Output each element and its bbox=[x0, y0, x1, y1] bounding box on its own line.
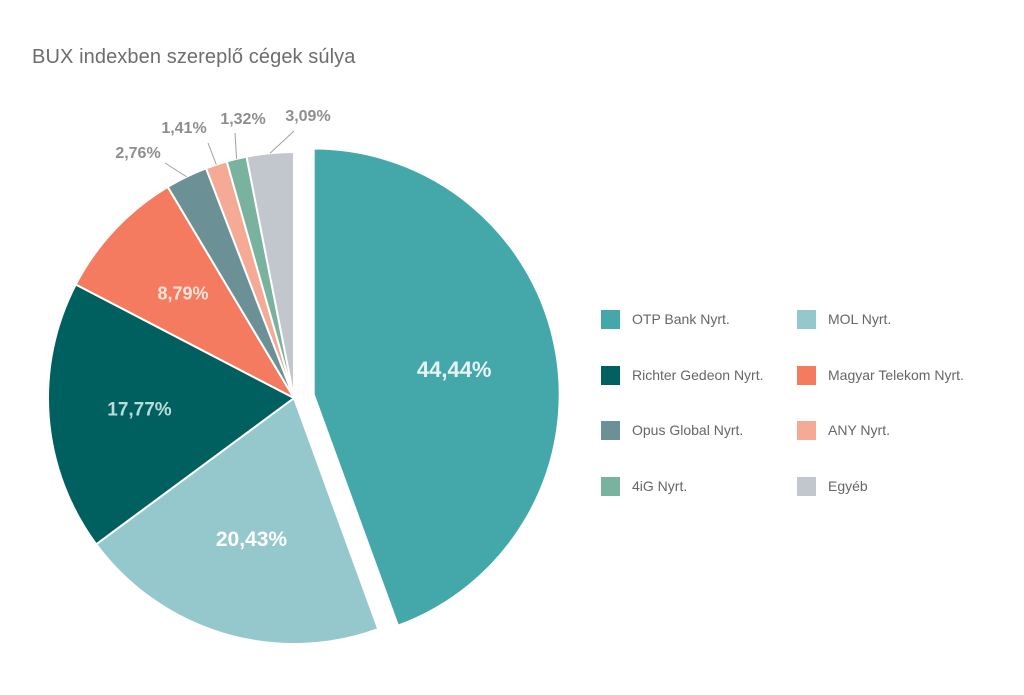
legend-item-4ig-nyrt: 4iG Nyrt. bbox=[601, 476, 687, 496]
leader-lines bbox=[164, 130, 295, 178]
pie-slice-mol-nyrt bbox=[95, 397, 380, 645]
legend-swatch bbox=[797, 420, 816, 440]
data-label-mol-nyrt: 20,43% bbox=[216, 528, 288, 551]
data-label-egyeb: 3,09% bbox=[285, 108, 330, 125]
chart-title: BUX indexben szereplő cégek súlya bbox=[32, 46, 356, 68]
pie-slice-egyeb bbox=[245, 151, 295, 399]
legend: OTP Bank Nyrt. MOL Nyrt. Richter Gedeon Ny… bbox=[601, 309, 1001, 509]
legend-swatch bbox=[601, 420, 620, 440]
legend-label: ANY Nyrt. bbox=[828, 422, 890, 438]
leader-line-any-nyrt bbox=[207, 142, 217, 165]
data-label-richter-gedeon-nyrt: 17,77% bbox=[107, 400, 172, 421]
leader-line-egyeb bbox=[269, 130, 295, 154]
pie-slices bbox=[47, 147, 561, 645]
legend-label: Richter Gedeon Nyrt. bbox=[632, 367, 764, 383]
data-label-any-nyrt: 1,41% bbox=[161, 120, 206, 137]
legend-label: Magyar Telekom Nyrt. bbox=[828, 367, 964, 383]
legend-label: MOL Nyrt. bbox=[828, 311, 892, 327]
pie-slice-magyar-telekom-nyrt bbox=[74, 185, 295, 399]
legend-swatch bbox=[601, 365, 620, 385]
legend-item-richter-gedeon-nyrt: Richter Gedeon Nyrt. bbox=[601, 365, 764, 385]
pie-slice-otp-bank-nyrt bbox=[312, 147, 561, 627]
legend-swatch bbox=[601, 309, 620, 329]
legend-item-egyeb: Egyéb bbox=[797, 476, 868, 496]
leader-line-4ig-nyrt bbox=[234, 132, 238, 159]
legend-item-any-nyrt: ANY Nyrt. bbox=[797, 420, 890, 440]
legend-label: Opus Global Nyrt. bbox=[632, 422, 744, 438]
legend-item-magyar-telekom-nyrt: Magyar Telekom Nyrt. bbox=[797, 365, 964, 385]
legend-swatch bbox=[601, 476, 620, 496]
data-label-magyar-telekom-nyrt: 8,79% bbox=[157, 283, 208, 303]
pie-slice-richter-gedeon-nyrt bbox=[47, 283, 295, 546]
legend-swatch bbox=[797, 476, 816, 496]
legend-item-opus-global-nyrt: Opus Global Nyrt. bbox=[601, 420, 743, 440]
data-label-otp-bank-nyrt: 44,44% bbox=[417, 357, 492, 382]
legend-item-mol-nyrt: MOL Nyrt. bbox=[797, 309, 891, 329]
legend-label: OTP Bank Nyrt. bbox=[632, 311, 730, 327]
leader-line-opus-global-nyrt bbox=[164, 162, 187, 178]
legend-label: Egyéb bbox=[828, 478, 868, 494]
legend-label: 4iG Nyrt. bbox=[632, 478, 688, 494]
data-label-4ig-nyrt: 1,32% bbox=[220, 111, 265, 128]
data-labels: 44,44% 20,43% 17,77% 8,79% 2,76%1,41% 1,32% 3,… bbox=[107, 108, 491, 551]
legend-swatch bbox=[797, 309, 816, 329]
legend-item-otp-bank-nyrt: OTP Bank Nyrt. bbox=[601, 309, 730, 329]
data-label-opus-global-nyrt: 2,76% bbox=[115, 145, 160, 162]
legend-swatch bbox=[797, 365, 816, 385]
